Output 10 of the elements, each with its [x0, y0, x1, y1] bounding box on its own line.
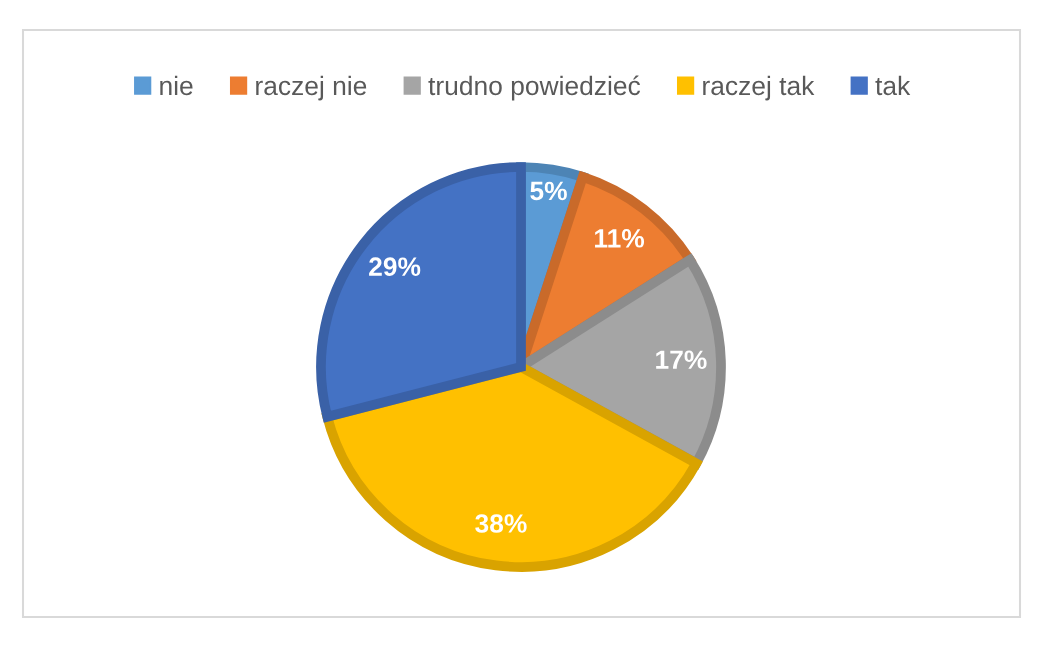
legend-label: raczej nie	[256, 75, 367, 101]
legend-label: tak	[875, 75, 911, 96]
data-label: 17%	[656, 350, 707, 369]
data-label: 5%	[530, 181, 567, 201]
data-label: 38%	[475, 514, 527, 533]
legend-label: nie	[160, 75, 193, 96]
legend-label: trudno powiedzieć	[428, 75, 641, 101]
data-label: 11%	[595, 229, 645, 248]
data-label: 29%	[369, 257, 421, 277]
legend-label: raczej tak	[703, 75, 815, 101]
